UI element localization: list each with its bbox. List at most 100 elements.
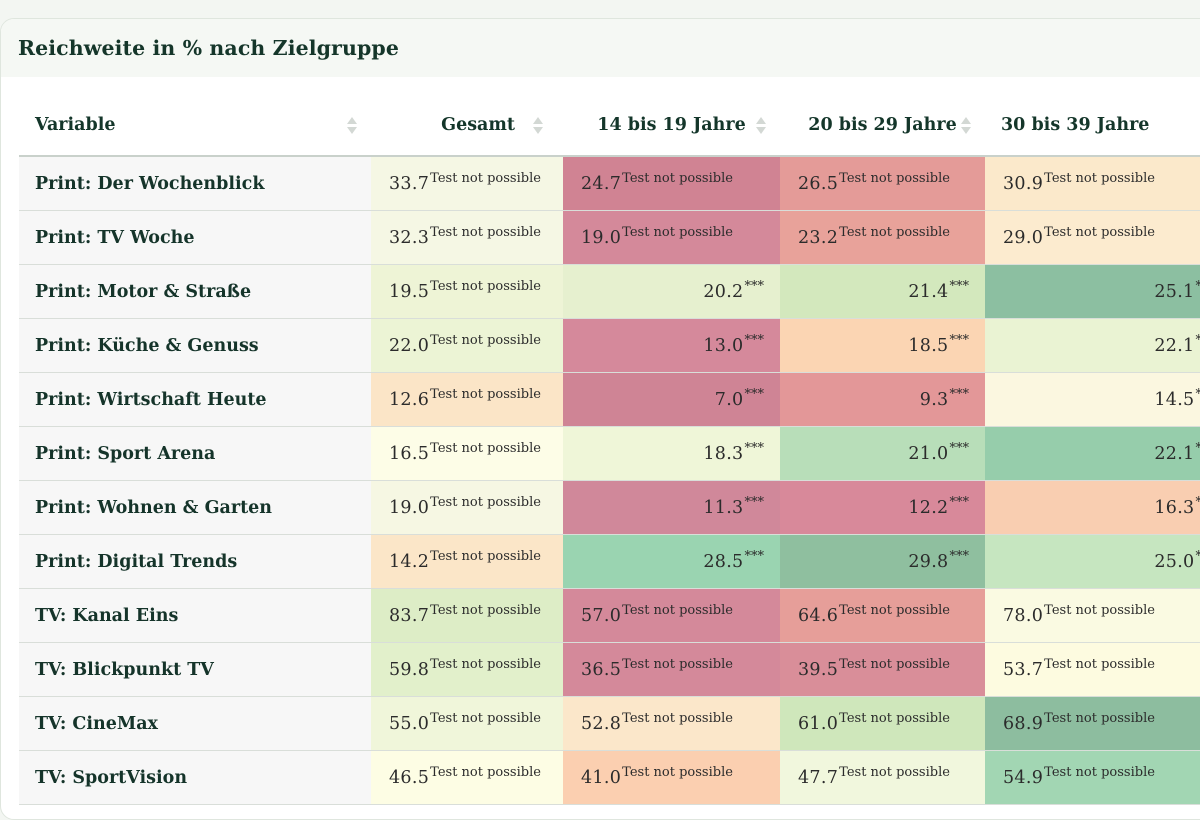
sort-icon[interactable] xyxy=(756,114,766,136)
cell-value: 21.4 xyxy=(908,282,948,302)
column-header-30-39[interactable]: 30 bis 39 Jahre xyxy=(985,95,1200,156)
table-cell: 16.3*** xyxy=(985,481,1200,535)
significance-note: Test not possible xyxy=(430,387,541,402)
table-cell: 20.2*** xyxy=(563,265,780,319)
cell-value: 32.3 xyxy=(389,228,429,248)
cell-value: 11.3 xyxy=(703,498,743,518)
table-cell: 9.3*** xyxy=(780,373,985,427)
cell-value: 13.0 xyxy=(703,336,743,356)
cell-value: 14.2 xyxy=(389,552,429,572)
significance-note: *** xyxy=(950,495,970,510)
cell-content: 18.5*** xyxy=(780,336,969,356)
cell-content: 20.2*** xyxy=(563,282,764,302)
significance-note: Test not possible xyxy=(1044,225,1155,240)
significance-note: *** xyxy=(1196,279,1200,294)
row-label: Print: Der Wochenblick xyxy=(19,156,371,211)
table-cell: 18.3*** xyxy=(563,427,780,481)
cell-value: 12.2 xyxy=(908,498,948,518)
column-header-label: 14 bis 19 Jahre xyxy=(597,115,745,135)
cell-value: 39.5 xyxy=(798,660,838,680)
row-label: Print: Wohnen & Garten xyxy=(19,481,371,535)
column-header-20-29[interactable]: 20 bis 29 Jahre xyxy=(780,95,985,156)
significance-note: Test not possible xyxy=(1044,603,1155,618)
significance-note: *** xyxy=(950,441,970,456)
column-header-gesamt[interactable]: Gesamt xyxy=(371,95,563,156)
column-header-14-19[interactable]: 14 bis 19 Jahre xyxy=(563,95,780,156)
cell-value: 12.6 xyxy=(389,390,429,410)
column-header-label: Variable xyxy=(35,115,116,135)
significance-note: *** xyxy=(745,387,765,402)
cell-value: 52.8 xyxy=(581,714,621,734)
row-label: TV: SportVision xyxy=(19,751,371,805)
significance-note: Test not possible xyxy=(430,171,541,186)
cell-content: 25.1*** xyxy=(985,282,1200,302)
cell-value: 23.2 xyxy=(798,228,838,248)
cell-content: 28.5*** xyxy=(563,552,764,572)
cell-content: 9.3*** xyxy=(780,390,969,410)
cell-value: 55.0 xyxy=(389,714,429,734)
significance-note: Test not possible xyxy=(622,711,733,726)
cell-value: 22.0 xyxy=(389,336,429,356)
cell-value: 22.1 xyxy=(1154,336,1194,356)
cell-content: 29.8*** xyxy=(780,552,969,572)
sort-icon[interactable] xyxy=(533,114,543,136)
table-cell: 29.8*** xyxy=(780,535,985,589)
cell-value: 78.0 xyxy=(1003,606,1043,626)
column-header-variable[interactable]: Variable xyxy=(19,95,371,156)
cell-content: 7.0*** xyxy=(563,390,764,410)
cell-value: 36.5 xyxy=(581,660,621,680)
row-label: TV: Kanal Eins xyxy=(19,589,371,643)
cell-value: 22.1 xyxy=(1154,444,1194,464)
table-cell: 21.4*** xyxy=(780,265,985,319)
cell-value: 61.0 xyxy=(798,714,838,734)
significance-note: Test not possible xyxy=(430,333,541,348)
cell-value: 28.5 xyxy=(703,552,743,572)
row-label: TV: Blickpunkt TV xyxy=(19,643,371,697)
column-header-label: 30 bis 39 Jahre xyxy=(1001,115,1149,135)
cell-value: 18.5 xyxy=(908,336,948,356)
cell-value: 57.0 xyxy=(581,606,621,626)
column-header-label: 20 bis 29 Jahre xyxy=(808,115,956,135)
cell-value: 46.5 xyxy=(389,768,429,788)
cell-value: 47.7 xyxy=(798,768,838,788)
cell-content: 13.0*** xyxy=(563,336,764,356)
sort-icon[interactable] xyxy=(347,114,357,136)
significance-note: *** xyxy=(950,279,970,294)
significance-note: *** xyxy=(1196,495,1200,510)
cell-value: 7.0 xyxy=(715,390,744,410)
significance-note: Test not possible xyxy=(1044,171,1155,186)
significance-note: Test not possible xyxy=(839,603,950,618)
significance-note: *** xyxy=(745,549,765,564)
cell-value: 54.9 xyxy=(1003,768,1043,788)
sort-icon[interactable] xyxy=(961,114,971,136)
significance-note: Test not possible xyxy=(430,441,541,456)
cell-value: 83.7 xyxy=(389,606,429,626)
cell-value: 14.5 xyxy=(1154,390,1194,410)
table-header-row: Variable Gesamt 14 bis 19 Jahre 20 bis 2… xyxy=(19,95,1200,156)
